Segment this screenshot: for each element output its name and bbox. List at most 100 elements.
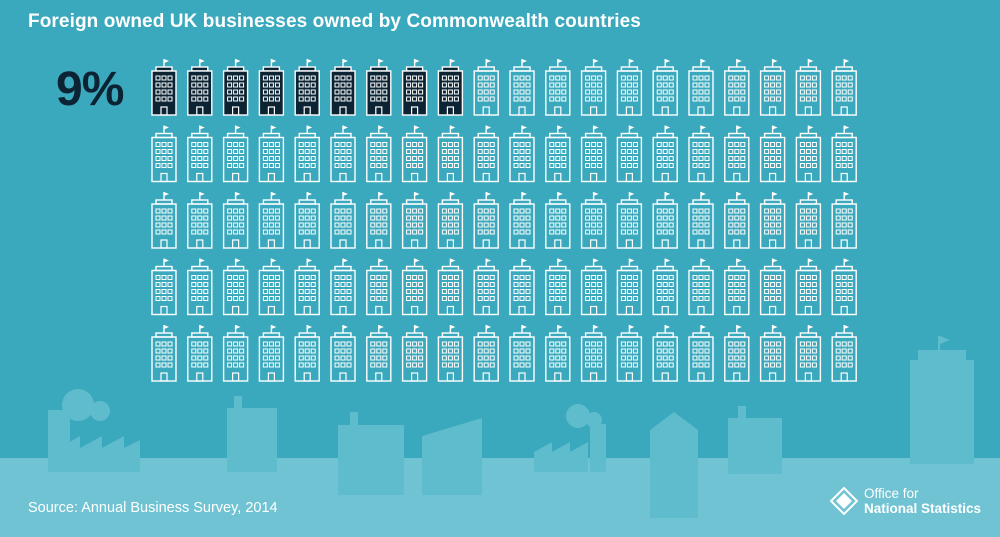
building-icon	[616, 59, 643, 116]
building-icon	[151, 258, 177, 316]
building-icon	[759, 325, 786, 382]
building-icon	[580, 192, 607, 249]
building-icon	[831, 192, 857, 249]
tower-illustration-left	[227, 396, 277, 472]
building-icon	[509, 325, 535, 382]
building-icon	[509, 125, 535, 183]
building-icon	[151, 325, 177, 382]
building-icon	[616, 325, 643, 382]
headline-percentage: 9%	[56, 63, 124, 116]
building-icon	[437, 125, 464, 183]
building-icon	[366, 325, 392, 382]
building-icon	[401, 325, 428, 382]
ons-logo-icon	[830, 487, 858, 515]
icon-array	[151, 59, 857, 382]
building-icon	[724, 192, 750, 249]
building-icon	[795, 125, 822, 183]
building-icon	[831, 59, 857, 116]
building-icon	[652, 325, 678, 382]
building-icon	[258, 192, 285, 249]
building-icon	[473, 192, 499, 249]
logo-line-2: National Statistics	[864, 501, 982, 516]
building-icon	[330, 125, 356, 183]
building-icon	[366, 125, 392, 183]
building-icon	[759, 125, 786, 183]
building-icon	[222, 192, 249, 249]
building-icon	[580, 59, 607, 116]
building-icon-highlighted	[330, 59, 356, 116]
building-icon	[688, 125, 714, 183]
building-icon	[831, 125, 857, 183]
building-icon	[401, 192, 428, 249]
building-icon-highlighted	[258, 59, 285, 116]
building-icon	[688, 325, 714, 382]
factory-illustration-left	[48, 389, 140, 472]
building-icon	[473, 59, 499, 116]
building-icon	[580, 325, 607, 382]
building-icon	[759, 59, 786, 116]
building-icon	[724, 325, 750, 382]
building-icon	[258, 125, 285, 183]
building-icon-highlighted	[437, 59, 464, 116]
building-icon	[545, 125, 571, 183]
building-icon	[294, 192, 320, 249]
building-icon	[759, 192, 786, 249]
building-icon	[401, 125, 428, 183]
building-icon	[437, 192, 464, 249]
logo-line-1: Office for	[864, 486, 919, 501]
building-icon	[187, 192, 213, 249]
building-icon	[795, 192, 822, 249]
building-icon	[652, 59, 678, 116]
building-icon	[652, 192, 678, 249]
building-icon	[473, 325, 499, 382]
building-icon	[151, 125, 177, 183]
tower-illustration-right	[728, 406, 782, 474]
building-icon	[437, 325, 464, 382]
building-icon	[616, 258, 643, 316]
building-icon	[831, 325, 857, 382]
building-icon	[366, 192, 392, 249]
building-icon	[330, 325, 356, 382]
building-icon	[187, 258, 213, 316]
building-icon	[688, 59, 714, 116]
building-icon	[724, 258, 750, 316]
building-illustration-center	[338, 412, 482, 495]
building-icon	[545, 258, 571, 316]
building-icon	[509, 59, 535, 116]
building-icon	[616, 125, 643, 183]
building-icon	[795, 258, 822, 316]
building-icon-highlighted	[187, 59, 213, 116]
building-icon-highlighted	[222, 59, 249, 116]
building-icon	[401, 258, 428, 316]
building-icon	[330, 258, 356, 316]
building-icon	[580, 258, 607, 316]
building-icon	[294, 258, 320, 316]
building-icon	[545, 325, 571, 382]
building-icon	[759, 258, 786, 316]
building-icon	[688, 258, 714, 316]
building-icon	[437, 258, 464, 316]
building-icon	[222, 325, 249, 382]
building-icon	[294, 125, 320, 183]
building-icon	[222, 258, 249, 316]
building-icon	[294, 325, 320, 382]
building-icon-highlighted	[366, 59, 392, 116]
building-icon	[545, 59, 571, 116]
building-icon	[151, 192, 177, 249]
building-icon	[795, 325, 822, 382]
building-icon-highlighted	[151, 59, 177, 116]
building-icon	[545, 192, 571, 249]
building-icon	[187, 325, 213, 382]
building-icon	[222, 125, 249, 183]
chart-title: Foreign owned UK businesses owned by Com…	[28, 11, 641, 32]
building-icon	[473, 125, 499, 183]
building-icon	[616, 192, 643, 249]
building-icon	[688, 192, 714, 249]
building-icon	[187, 125, 213, 183]
building-icon	[795, 59, 822, 116]
building-icon	[652, 258, 678, 316]
building-icon	[509, 192, 535, 249]
building-icon	[724, 59, 750, 116]
pointed-building-illustration	[650, 412, 698, 518]
